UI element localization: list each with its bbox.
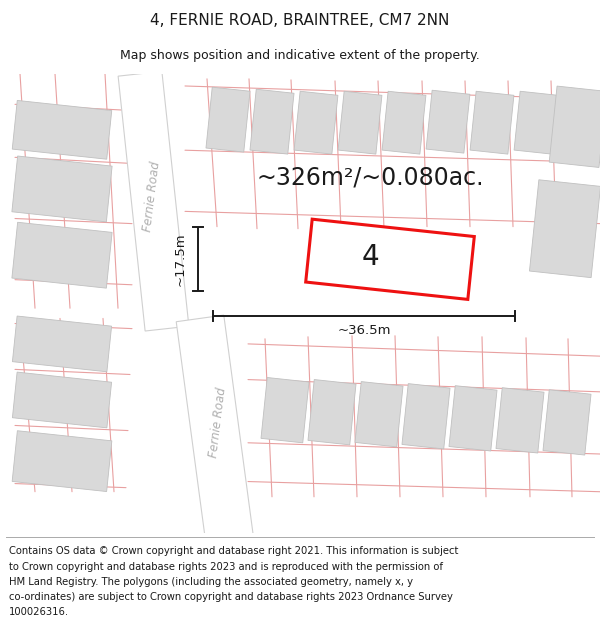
Text: Fernie Road: Fernie Road [141, 160, 163, 232]
Text: Map shows position and indicative extent of the property.: Map shows position and indicative extent… [120, 49, 480, 62]
Polygon shape [308, 379, 356, 445]
Polygon shape [12, 431, 112, 491]
Text: 4, FERNIE ROAD, BRAINTREE, CM7 2NN: 4, FERNIE ROAD, BRAINTREE, CM7 2NN [151, 13, 449, 28]
Polygon shape [261, 378, 309, 443]
Text: Fernie Road: Fernie Road [207, 386, 229, 458]
Polygon shape [250, 89, 294, 154]
Polygon shape [12, 156, 112, 222]
Polygon shape [514, 91, 558, 154]
Polygon shape [294, 91, 338, 154]
Text: HM Land Registry. The polygons (including the associated geometry, namely x, y: HM Land Registry. The polygons (includin… [9, 577, 413, 587]
Polygon shape [402, 384, 450, 449]
Text: to Crown copyright and database rights 2023 and is reproduced with the permissio: to Crown copyright and database rights 2… [9, 562, 443, 572]
Polygon shape [176, 315, 254, 546]
Polygon shape [118, 71, 189, 331]
Polygon shape [449, 386, 497, 451]
Polygon shape [13, 316, 112, 372]
Polygon shape [338, 91, 382, 154]
Polygon shape [496, 388, 544, 453]
Text: Contains OS data © Crown copyright and database right 2021. This information is : Contains OS data © Crown copyright and d… [9, 546, 458, 556]
Text: ~17.5m: ~17.5m [173, 232, 187, 286]
Text: ~326m²/~0.080ac.: ~326m²/~0.080ac. [256, 166, 484, 190]
Text: 4: 4 [361, 243, 379, 271]
Polygon shape [13, 372, 112, 428]
Polygon shape [355, 382, 403, 447]
Polygon shape [529, 180, 600, 278]
Polygon shape [12, 101, 112, 159]
Text: 100026316.: 100026316. [9, 608, 69, 618]
Text: co-ordinates) are subject to Crown copyright and database rights 2023 Ordnance S: co-ordinates) are subject to Crown copyr… [9, 592, 453, 602]
Polygon shape [549, 86, 600, 168]
Polygon shape [543, 390, 591, 455]
Polygon shape [426, 90, 470, 153]
Polygon shape [206, 87, 250, 152]
Polygon shape [12, 222, 112, 288]
Polygon shape [470, 91, 514, 154]
Text: ~36.5m: ~36.5m [337, 324, 391, 337]
Polygon shape [382, 91, 426, 154]
Polygon shape [306, 219, 474, 299]
